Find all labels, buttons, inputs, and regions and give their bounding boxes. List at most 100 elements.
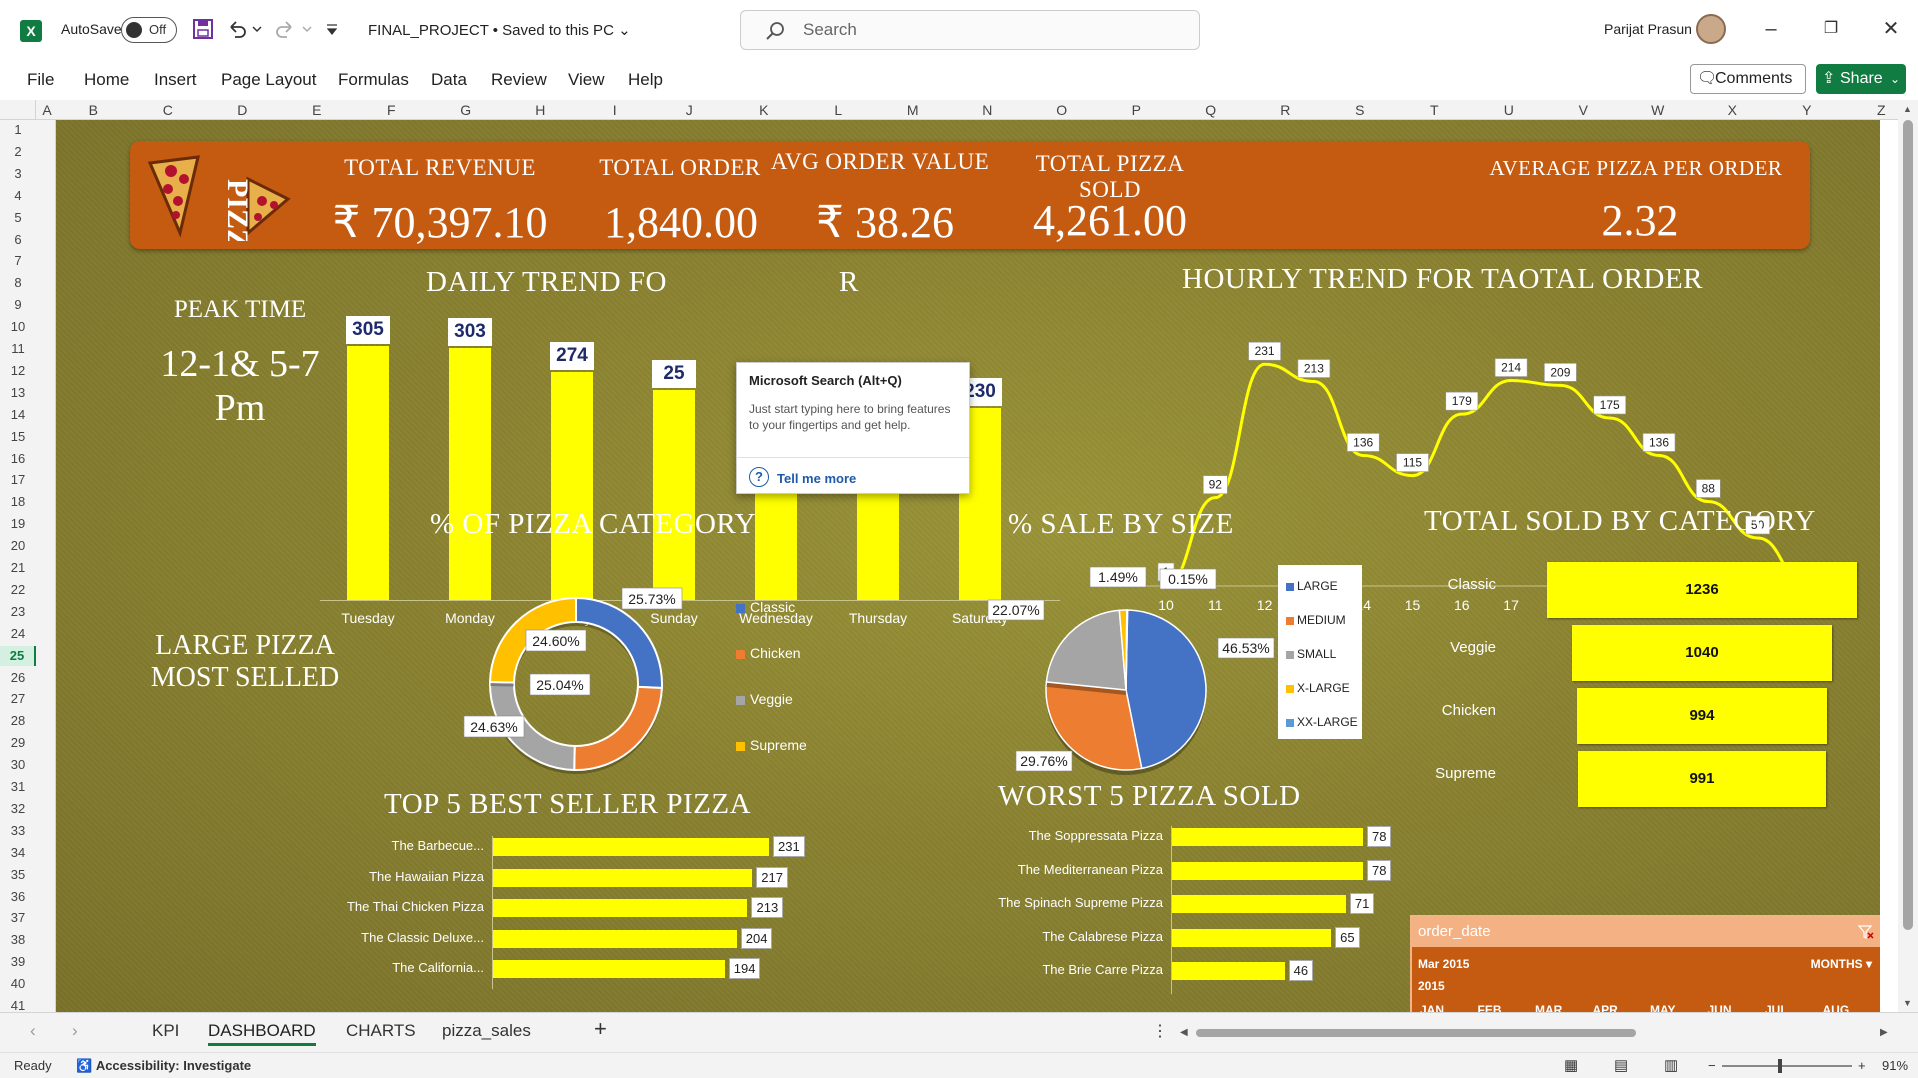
column-header[interactable]: Q xyxy=(1174,100,1249,120)
avatar[interactable] xyxy=(1696,14,1726,44)
row-header[interactable]: 40 xyxy=(0,974,36,994)
zoom-in-icon[interactable]: + xyxy=(1858,1058,1866,1073)
column-header[interactable]: G xyxy=(429,100,504,120)
tab-dashboard[interactable]: DASHBOARD xyxy=(208,1021,316,1041)
column-header[interactable]: R xyxy=(1248,100,1323,120)
scroll-down-icon[interactable]: ▼ xyxy=(1903,998,1912,1008)
customize-toolbar-icon[interactable] xyxy=(326,24,338,36)
slicer-month[interactable]: MAY xyxy=(1650,1003,1676,1012)
minimize-icon[interactable]: – xyxy=(1756,14,1786,44)
restore-icon[interactable]: ❐ xyxy=(1816,14,1846,44)
row-header[interactable]: 26 xyxy=(0,668,36,688)
row-header[interactable]: 24 xyxy=(0,624,36,644)
page-break-view-icon[interactable]: ▥ xyxy=(1664,1056,1678,1074)
column-header[interactable]: C xyxy=(131,100,206,120)
row-header[interactable]: 22 xyxy=(0,580,36,600)
scroll-up-icon[interactable]: ▲ xyxy=(1903,104,1912,114)
row-header[interactable]: 12 xyxy=(0,361,36,381)
row-header[interactable]: 6 xyxy=(0,230,36,250)
tell-me-more-link[interactable]: Tell me more xyxy=(777,471,856,486)
undo-icon[interactable] xyxy=(226,18,248,40)
tab-prev-icon[interactable]: ‹ xyxy=(30,1021,36,1041)
row-header[interactable]: 23 xyxy=(0,602,36,622)
row-header[interactable]: 1 xyxy=(0,120,36,140)
menu-formulas[interactable]: Formulas xyxy=(338,70,409,90)
row-header[interactable]: 8 xyxy=(0,273,36,293)
share-button[interactable]: ⇪ Share ⌄ xyxy=(1816,64,1906,94)
column-header[interactable]: W xyxy=(1621,100,1696,120)
row-header[interactable]: 4 xyxy=(0,186,36,206)
menu-file[interactable]: File xyxy=(27,70,54,90)
column-header[interactable]: Y xyxy=(1770,100,1845,120)
close-icon[interactable]: ✕ xyxy=(1876,14,1906,44)
column-header[interactable]: F xyxy=(354,100,429,120)
column-header[interactable]: H xyxy=(503,100,578,120)
column-header[interactable]: B xyxy=(56,100,131,120)
row-header[interactable]: 35 xyxy=(0,865,36,885)
column-header[interactable]: A xyxy=(38,100,56,120)
slicer-level[interactable]: MONTHS ▾ xyxy=(1418,957,1872,971)
hscroll-right-icon[interactable]: ▶ xyxy=(1880,1027,1888,1038)
tab-pizza-sales[interactable]: pizza_sales xyxy=(442,1021,531,1041)
column-header[interactable]: D xyxy=(205,100,280,120)
hscroll-left-icon[interactable]: ◀ xyxy=(1180,1027,1188,1038)
order-date-slicer[interactable]: order_date Mar 2015 MONTHS ▾ 2015 JAN FEB… xyxy=(1410,915,1880,1012)
row-header[interactable]: 39 xyxy=(0,952,36,972)
column-header[interactable]: E xyxy=(280,100,355,120)
scroll-thumb[interactable] xyxy=(1903,120,1913,930)
slicer-month[interactable]: FEB xyxy=(1478,1003,1502,1012)
slicer-month[interactable]: APR xyxy=(1593,1003,1618,1012)
row-header[interactable]: 14 xyxy=(0,405,36,425)
tab-kpi[interactable]: KPI xyxy=(152,1021,179,1041)
row-header[interactable]: 16 xyxy=(0,449,36,469)
accessibility-status[interactable]: ♿ Accessibility: Investigate xyxy=(76,1058,251,1074)
row-header[interactable]: 15 xyxy=(0,427,36,447)
menu-page-layout[interactable]: Page Layout xyxy=(221,70,316,90)
column-header[interactable]: U xyxy=(1472,100,1547,120)
menu-help[interactable]: Help xyxy=(628,70,663,90)
slicer-month[interactable]: JUL xyxy=(1765,1003,1788,1012)
row-header[interactable]: 31 xyxy=(0,777,36,797)
slicer-month[interactable]: AUG xyxy=(1823,1003,1850,1012)
redo-icon[interactable] xyxy=(274,18,296,40)
tab-charts[interactable]: CHARTS xyxy=(346,1021,416,1041)
clear-filter-icon[interactable] xyxy=(1858,925,1874,939)
user-name[interactable]: Parijat Prasun xyxy=(1604,21,1692,37)
row-header[interactable]: 20 xyxy=(0,536,36,556)
zoom-slider-thumb[interactable] xyxy=(1778,1059,1782,1073)
row-header[interactable]: 27 xyxy=(0,689,36,709)
row-header[interactable]: 9 xyxy=(0,295,36,315)
row-header[interactable]: 41 xyxy=(0,996,36,1012)
row-header[interactable]: 33 xyxy=(0,821,36,841)
menu-insert[interactable]: Insert xyxy=(154,70,197,90)
tab-next-icon[interactable]: › xyxy=(72,1021,78,1041)
row-header[interactable]: 38 xyxy=(0,930,36,950)
column-header[interactable]: T xyxy=(1397,100,1472,120)
column-header[interactable]: I xyxy=(578,100,653,120)
menu-view[interactable]: View xyxy=(568,70,605,90)
column-header[interactable]: X xyxy=(1695,100,1770,120)
redo-dropdown-icon[interactable] xyxy=(302,24,312,34)
column-header[interactable]: M xyxy=(876,100,951,120)
more-options-icon[interactable]: ⋮ xyxy=(1152,1021,1168,1041)
add-sheet-icon[interactable]: + xyxy=(594,1016,607,1042)
row-header[interactable]: 36 xyxy=(0,887,36,907)
row-header[interactable]: 2 xyxy=(0,142,36,162)
row-header[interactable]: 3 xyxy=(0,164,36,184)
row-header[interactable]: 17 xyxy=(0,470,36,490)
zoom-out-icon[interactable]: − xyxy=(1708,1058,1716,1073)
save-icon[interactable] xyxy=(192,18,214,40)
undo-dropdown-icon[interactable] xyxy=(252,24,262,34)
column-header[interactable]: O xyxy=(1025,100,1100,120)
row-header[interactable]: 32 xyxy=(0,799,36,819)
slicer-month[interactable]: JAN xyxy=(1420,1003,1444,1012)
row-header[interactable]: 29 xyxy=(0,733,36,753)
row-header[interactable]: 21 xyxy=(0,558,36,578)
row-header[interactable]: 7 xyxy=(0,251,36,271)
row-header[interactable]: 10 xyxy=(0,317,36,337)
row-header[interactable]: 13 xyxy=(0,383,36,403)
row-header[interactable]: 28 xyxy=(0,711,36,731)
zoom-slider[interactable] xyxy=(1722,1065,1852,1067)
column-header[interactable]: V xyxy=(1546,100,1621,120)
horizontal-scrollbar[interactable] xyxy=(1196,1027,1796,1039)
